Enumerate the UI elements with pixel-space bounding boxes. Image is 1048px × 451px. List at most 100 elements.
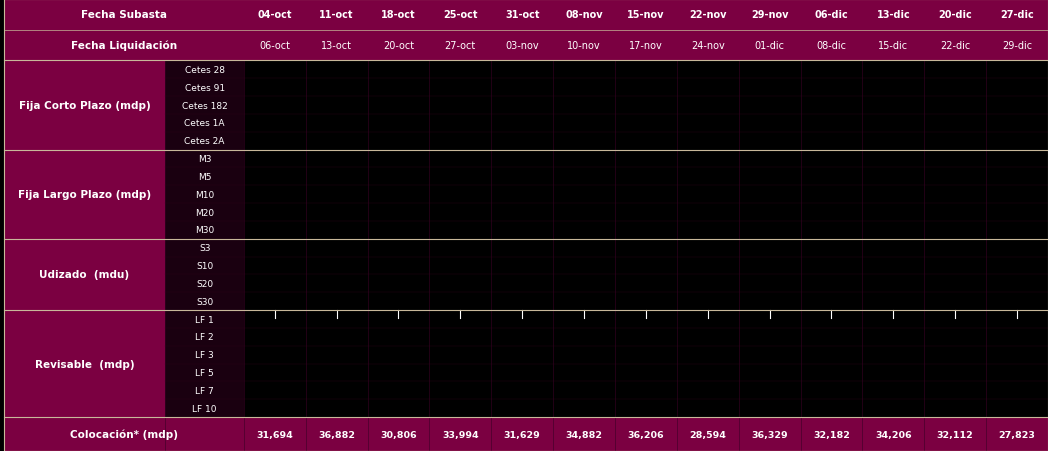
Bar (677, 97, 739, 115)
Bar (986, 328, 1048, 346)
Bar (677, 310, 739, 328)
Text: Fija Corto Plazo (mdp): Fija Corto Plazo (mdp) (19, 101, 151, 111)
Bar (430, 97, 492, 115)
Bar (924, 31, 986, 61)
Bar (430, 275, 492, 293)
Bar (801, 79, 863, 97)
Text: 08-nov: 08-nov (565, 10, 603, 20)
Bar (368, 310, 430, 328)
Bar (863, 239, 924, 257)
Bar (306, 61, 368, 79)
Bar (677, 150, 739, 168)
Bar (615, 382, 677, 400)
Bar (739, 400, 801, 417)
Bar (615, 310, 677, 328)
Bar (863, 133, 924, 150)
Bar (368, 31, 430, 61)
Bar (430, 186, 492, 204)
Bar (244, 61, 306, 79)
Bar (986, 61, 1048, 79)
Bar (553, 239, 615, 257)
Bar (368, 168, 430, 186)
Bar (244, 97, 306, 115)
Bar (166, 364, 244, 382)
Bar (924, 61, 986, 79)
Bar (801, 204, 863, 221)
Bar (244, 293, 306, 310)
Text: Cetes 91: Cetes 91 (184, 83, 224, 92)
Bar (244, 346, 306, 364)
Text: 08-dic: 08-dic (816, 41, 847, 51)
Text: 31-oct: 31-oct (505, 10, 540, 20)
Bar (306, 168, 368, 186)
Bar (986, 417, 1048, 451)
Bar (739, 31, 801, 61)
Bar (739, 168, 801, 186)
Text: 24-nov: 24-nov (691, 41, 724, 51)
Bar (368, 97, 430, 115)
Bar (492, 168, 553, 186)
Text: Cetes 2A: Cetes 2A (184, 137, 225, 146)
Bar (553, 0, 615, 31)
Bar (368, 239, 430, 257)
Bar (368, 293, 430, 310)
Bar (615, 168, 677, 186)
Bar (166, 61, 244, 79)
Bar (368, 221, 430, 239)
Text: LF 1: LF 1 (195, 315, 214, 324)
Bar (739, 417, 801, 451)
Text: 22-dic: 22-dic (940, 41, 970, 51)
Bar (986, 275, 1048, 293)
Bar (166, 293, 244, 310)
Bar (801, 417, 863, 451)
Bar (615, 257, 677, 275)
Bar (430, 133, 492, 150)
Bar (739, 133, 801, 150)
Bar (924, 97, 986, 115)
Bar (801, 221, 863, 239)
Bar (986, 310, 1048, 328)
Bar (430, 346, 492, 364)
Bar (244, 328, 306, 346)
Text: 01-dic: 01-dic (755, 41, 785, 51)
Bar (863, 31, 924, 61)
Bar (801, 275, 863, 293)
Bar (430, 239, 492, 257)
Bar (368, 400, 430, 417)
Bar (430, 115, 492, 133)
Text: 36,206: 36,206 (628, 430, 664, 438)
Bar (306, 133, 368, 150)
Bar (801, 150, 863, 168)
Bar (368, 115, 430, 133)
Bar (615, 239, 677, 257)
Bar (306, 115, 368, 133)
Bar (801, 257, 863, 275)
Bar (863, 275, 924, 293)
Bar (306, 79, 368, 97)
Bar (677, 275, 739, 293)
Bar (863, 328, 924, 346)
Text: 13-dic: 13-dic (876, 10, 911, 20)
Bar (166, 221, 244, 239)
Bar (986, 400, 1048, 417)
Bar (430, 293, 492, 310)
Bar (492, 150, 553, 168)
Bar (739, 328, 801, 346)
Bar (801, 364, 863, 382)
Bar (924, 133, 986, 150)
Bar (244, 310, 306, 328)
Text: Cetes 182: Cetes 182 (181, 101, 227, 110)
Text: 20-dic: 20-dic (938, 10, 973, 20)
Bar (739, 257, 801, 275)
Bar (677, 257, 739, 275)
Bar (739, 239, 801, 257)
Bar (986, 382, 1048, 400)
Text: Revisable  (mdp): Revisable (mdp) (35, 359, 134, 369)
Bar (368, 150, 430, 168)
Bar (244, 382, 306, 400)
Bar (430, 221, 492, 239)
Text: 27,823: 27,823 (999, 430, 1035, 438)
Bar (677, 293, 739, 310)
Bar (492, 31, 553, 61)
Bar (306, 204, 368, 221)
